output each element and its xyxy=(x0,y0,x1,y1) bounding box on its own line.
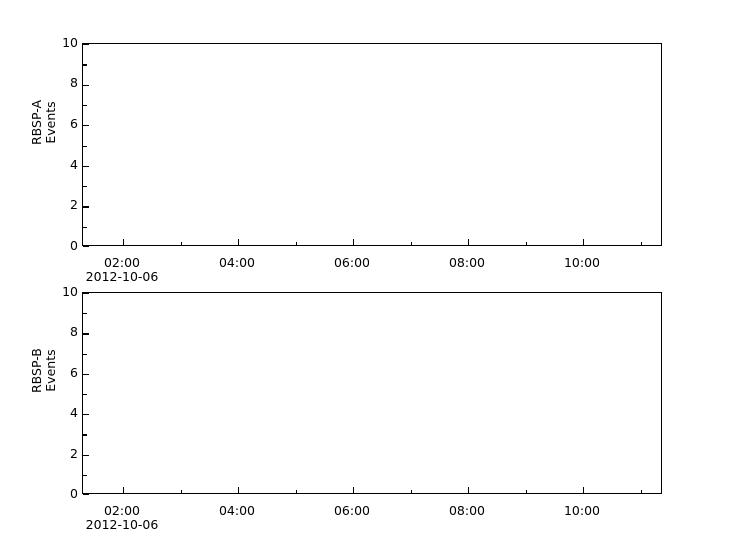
y-tick-minor-a-7 xyxy=(83,104,87,107)
y-tick-label-b-8: 8 xyxy=(70,324,78,339)
y-tick-minor-a-5 xyxy=(83,145,87,147)
x-tick-b-1000 xyxy=(583,487,585,493)
x-tick-minor-b-0900 xyxy=(525,489,527,493)
y-tick-b-2 xyxy=(83,454,89,456)
x-tick-a-0800 xyxy=(468,239,470,245)
y-tick-minor-a-1 xyxy=(83,226,87,228)
x-tick-b-0400 xyxy=(238,487,240,493)
x-tick-label-b-0200: 02:00 xyxy=(103,503,141,518)
y-tick-label-b-10: 10 xyxy=(62,284,78,299)
x-tick-label-b-0400: 04:00 xyxy=(218,503,256,518)
y-tick-minor-b-3 xyxy=(83,434,87,436)
x-tick-minor-a-0700 xyxy=(410,241,412,245)
y-tick-label-a-2: 2 xyxy=(70,197,78,212)
y-tick-b-0 xyxy=(83,493,89,495)
x-tick-label-a-1000: 10:00 xyxy=(563,255,601,270)
x-tick-minor-b-0700 xyxy=(410,489,412,493)
x-tick-label-a-0600: 06:00 xyxy=(333,255,371,270)
y-tick-label-a-8: 8 xyxy=(70,75,78,90)
x-tick-a-1000 xyxy=(583,239,585,245)
y-tick-a-8 xyxy=(83,84,89,86)
x-tick-minor-b-0500 xyxy=(295,489,297,493)
plot-area-rbsp-a[interactable] xyxy=(82,43,662,247)
x-tick-b-0200 xyxy=(123,487,125,493)
y-tick-label-a-4: 4 xyxy=(70,157,78,172)
y-tick-minor-b-7 xyxy=(83,353,87,355)
x-tick-minor-a-0500 xyxy=(295,241,297,245)
y-tick-a-2 xyxy=(83,206,89,208)
y-tick-minor-b-9 xyxy=(83,313,87,315)
x-tick-a-0200 xyxy=(123,239,125,245)
x-tick-minor-b-1100 xyxy=(640,489,642,493)
y-tick-b-4 xyxy=(83,414,89,416)
plot-area-rbsp-b[interactable] xyxy=(82,292,662,495)
y-tick-minor-b-5 xyxy=(83,394,87,396)
y-tick-label-a-6: 6 xyxy=(70,116,78,131)
y-tick-minor-a-3 xyxy=(83,186,87,188)
x-tick-a-0600 xyxy=(353,239,355,245)
y-tick-minor-a-9 xyxy=(83,64,87,66)
x-axis-date-label-b: 2012-10-06 xyxy=(85,517,159,532)
y-tick-a-10 xyxy=(83,44,89,46)
x-tick-minor-a-1100 xyxy=(640,241,642,245)
x-tick-b-0800 xyxy=(468,487,470,493)
x-tick-label-a-0400: 04:00 xyxy=(218,255,256,270)
x-tick-minor-a-0300 xyxy=(180,241,182,245)
y-tick-a-0 xyxy=(83,245,89,247)
x-tick-label-a-0800: 08:00 xyxy=(448,255,486,270)
x-tick-a-0400 xyxy=(238,239,240,245)
x-tick-minor-b-0300 xyxy=(180,489,182,493)
y-tick-label-b-6: 6 xyxy=(70,365,78,380)
x-tick-label-b-0800: 08:00 xyxy=(448,503,486,518)
y-tick-b-10 xyxy=(83,293,89,295)
y-tick-b-6 xyxy=(83,373,89,376)
y-tick-label-b-2: 2 xyxy=(70,446,78,461)
x-tick-label-b-1000: 10:00 xyxy=(563,503,601,518)
y-tick-a-4 xyxy=(83,165,89,168)
y-tick-a-6 xyxy=(83,125,89,127)
x-tick-label-b-0600: 06:00 xyxy=(333,503,371,518)
y-tick-b-8 xyxy=(83,333,89,335)
y-tick-label-b-0: 0 xyxy=(70,486,78,501)
y-tick-label-a-10: 10 xyxy=(62,35,78,50)
y-tick-label-b-4: 4 xyxy=(70,405,78,420)
x-tick-minor-a-0900 xyxy=(525,241,527,245)
x-tick-label-a-0200: 02:00 xyxy=(103,255,141,270)
y-tick-label-a-0: 0 xyxy=(70,238,78,253)
x-tick-b-0600 xyxy=(353,487,355,493)
y-tick-minor-b-1 xyxy=(83,474,87,477)
x-axis-date-label-a: 2012-10-06 xyxy=(85,269,159,284)
